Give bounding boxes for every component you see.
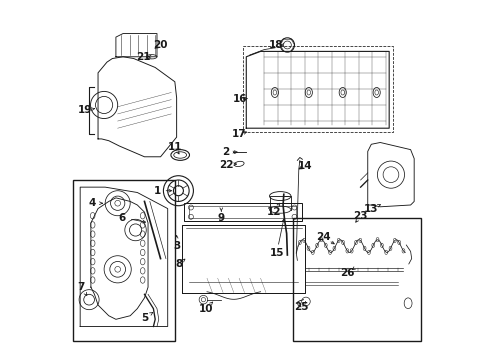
Text: 5: 5 [141, 312, 148, 323]
Bar [73, 180, 175, 341]
Text: 10: 10 [198, 303, 213, 314]
Text: 18: 18 [268, 40, 282, 50]
Text: 25: 25 [294, 302, 308, 312]
Text: 17: 17 [231, 129, 246, 139]
Text: 24: 24 [315, 232, 330, 242]
Text: 4: 4 [89, 198, 96, 208]
Bar [292, 217, 421, 341]
Text: 16: 16 [232, 94, 246, 104]
Text: 23: 23 [353, 211, 367, 221]
Bar [242, 46, 392, 132]
Bar [189, 206, 296, 218]
Text: 26: 26 [340, 268, 354, 278]
Text: 22: 22 [218, 159, 233, 170]
Text: 19: 19 [78, 105, 92, 115]
Text: 8: 8 [175, 259, 183, 269]
Text: 2: 2 [222, 147, 229, 157]
Text: 20: 20 [153, 40, 167, 50]
Text: 11: 11 [167, 142, 182, 152]
Bar [183, 203, 301, 221]
Text: 21: 21 [136, 52, 150, 62]
Text: 3: 3 [173, 241, 180, 251]
Text: 9: 9 [217, 212, 224, 222]
Text: 7: 7 [78, 282, 85, 292]
Text: 12: 12 [266, 207, 281, 217]
Text: 13: 13 [364, 203, 378, 213]
Text: 14: 14 [297, 161, 312, 171]
Text: 15: 15 [269, 248, 284, 258]
Text: 6: 6 [119, 212, 126, 222]
Text: 1: 1 [153, 186, 160, 196]
